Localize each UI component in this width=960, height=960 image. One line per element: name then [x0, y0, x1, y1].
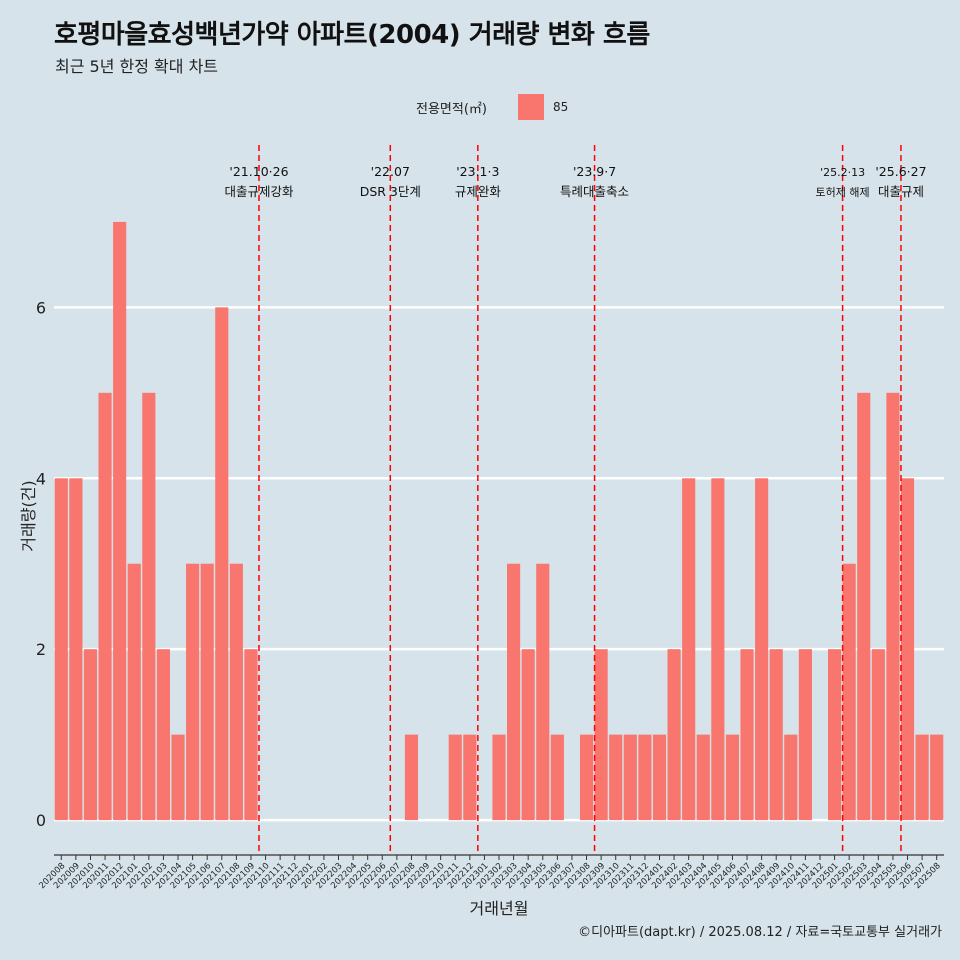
bar-202303 — [507, 563, 521, 821]
event-label-3: 특례대출축소 — [560, 184, 629, 199]
bar-202405 — [711, 478, 725, 821]
bar-202304 — [521, 649, 535, 821]
y-tick-label-0: 0 — [36, 811, 46, 830]
bar-202106 — [200, 563, 214, 821]
bar-202208 — [404, 734, 419, 821]
bar-202308 — [579, 734, 594, 821]
bar-202504 — [871, 649, 885, 821]
y-tick-label-4: 4 — [36, 469, 46, 488]
bar-202506 — [900, 478, 915, 821]
legend-title: 전용면적(㎡) — [416, 102, 487, 117]
bar-202408 — [755, 478, 769, 821]
bar-202309 — [594, 649, 608, 821]
bar-202109 — [244, 649, 258, 821]
bar-202302 — [492, 734, 506, 821]
bar-202312 — [638, 734, 652, 821]
bar-202108 — [229, 563, 243, 821]
bar-202102 — [142, 392, 156, 821]
bar-202305 — [536, 563, 550, 821]
chart-title: 호평마을효성백년가약 아파트(2004) 거래량 변화 흐름 — [54, 20, 650, 50]
bar-202107 — [215, 307, 229, 821]
bar-202401 — [652, 734, 667, 821]
event-date-3: '23.9·7 — [573, 164, 616, 179]
bar-202010 — [83, 649, 98, 821]
bar-202501 — [828, 649, 842, 821]
bar-202306 — [550, 734, 564, 821]
event-label-1: DSR 3단계 — [360, 184, 421, 199]
bar-202104 — [171, 734, 185, 821]
bar-202008 — [54, 478, 68, 821]
bar-202503 — [857, 392, 871, 821]
bar-202310 — [609, 734, 623, 821]
event-label-5: 대출규제 — [878, 184, 924, 199]
bar-202507 — [915, 734, 929, 821]
legend-label-85: 85 — [553, 100, 569, 114]
bar-202012 — [113, 221, 127, 821]
bar-202505 — [886, 392, 900, 821]
bar-202508 — [930, 734, 944, 821]
bar-202011 — [98, 392, 112, 821]
legend-key-85 — [518, 94, 544, 120]
bar-202502 — [842, 563, 856, 821]
y-tick-label-2: 2 — [36, 640, 46, 659]
event-date-4: '25.2·13 — [820, 166, 865, 179]
bar-202403 — [682, 478, 696, 821]
event-date-0: '21.10·26 — [229, 164, 288, 179]
source-caption: ©디아파트(dapt.kr) / 2025.08.12 / 자료=국토교통부 실… — [578, 925, 942, 940]
bar-202009 — [69, 478, 83, 821]
legend: 전용면적(㎡) 85 — [0, 92, 960, 122]
chart-subtitle: 최근 5년 한정 확대 차트 — [55, 57, 219, 76]
y-axis-title: 거래량(건) — [19, 480, 38, 551]
event-label-0: 대출규제강화 — [224, 184, 294, 199]
bar-202103 — [156, 649, 170, 821]
bar-202211 — [448, 734, 462, 821]
event-date-2: '23.1·3 — [456, 164, 499, 179]
bar-202311 — [623, 734, 637, 821]
bar-202101 — [127, 563, 141, 821]
event-label-2: 규제완화 — [455, 184, 502, 199]
event-label-4: 토허제 해제 — [816, 185, 870, 199]
bar-202212 — [463, 734, 477, 821]
bar-202409 — [769, 649, 783, 821]
bar-202410 — [784, 734, 798, 821]
bar-202406 — [725, 734, 740, 821]
y-tick-label-6: 6 — [36, 298, 46, 317]
bar-202411 — [798, 649, 812, 821]
bar-202404 — [696, 734, 710, 821]
event-date-5: '25.6·27 — [875, 164, 926, 179]
bar-202402 — [667, 649, 681, 821]
bar-202407 — [740, 649, 754, 821]
event-date-1: '22.07 — [371, 164, 410, 179]
bar-202105 — [186, 563, 200, 821]
x-axis-title: 거래년월 — [470, 899, 529, 918]
